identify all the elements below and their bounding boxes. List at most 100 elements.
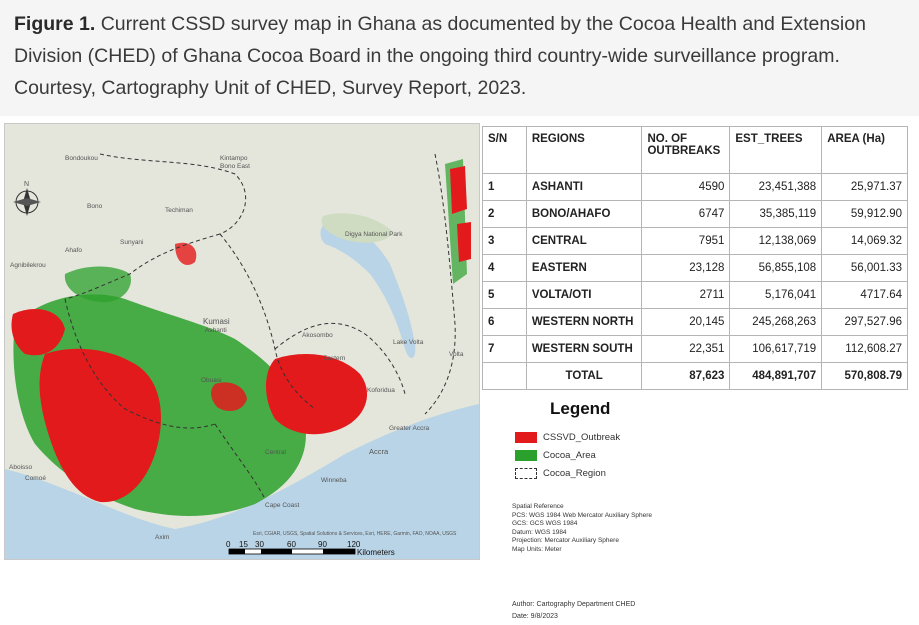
table-total-row: TOTAL 87,623 484,891,707 570,808.79 <box>482 362 908 390</box>
scale-unit: Kilometers <box>357 548 395 557</box>
cell-trees: 5,176,041 <box>729 281 823 309</box>
cell-outbreaks: 2711 <box>641 281 731 309</box>
outbreak-western-south <box>93 420 155 471</box>
place-label: Obuasi <box>201 377 222 384</box>
spatial-reference-line: Map Units: Meter <box>512 545 562 553</box>
place-label: Eastern <box>323 355 346 362</box>
outbreak-table: S/N REGIONS NO. OF OUTBREAKS EST_TREES A… <box>482 126 908 390</box>
place-label: Bono <box>87 203 103 210</box>
outbreak-swatch <box>515 432 537 443</box>
cell-area: 56,001.33 <box>821 254 908 282</box>
scale-tick: 120 <box>347 540 361 549</box>
legend-title: Legend <box>550 399 611 418</box>
cell-trees: 56,855,108 <box>729 254 823 282</box>
map-attribution: Esri, CGIAR, USGS, Spatial Solutions & S… <box>253 531 457 537</box>
cell-outbreaks: 7951 <box>641 227 731 255</box>
map-svg: N Bondoukou Kintampo Bono East Bono Tech… <box>5 124 479 559</box>
place-label: Volta <box>449 351 464 358</box>
scale-tick: 90 <box>318 540 327 549</box>
cell-sn: 7 <box>482 335 527 363</box>
ocean <box>5 404 479 559</box>
scale-tick: 60 <box>287 540 296 549</box>
cell-trees: 106,617,719 <box>729 335 823 363</box>
place-label: Ashanti <box>205 327 227 334</box>
cell-total-area: 570,808.79 <box>821 362 908 390</box>
spatial-reference-line: Datum: WGS 1984 <box>512 528 567 536</box>
cell-region: EASTERN <box>525 254 643 282</box>
cell-sn: 3 <box>482 227 527 255</box>
legend-label: CSSVD_Outbreak <box>543 432 621 444</box>
header-area: AREA (Ha) <box>821 126 908 174</box>
figure-label: Figure 1. <box>14 13 96 35</box>
cell-area: 14,069.32 <box>821 227 908 255</box>
author-line: Author: Cartography Department CHED <box>512 601 636 608</box>
outbreak-ashanti <box>175 242 197 265</box>
caption-band <box>0 0 919 116</box>
place-labels: Bondoukou Kintampo Bono East Bono Techim… <box>9 155 464 541</box>
place-label: Cape Coast <box>265 502 300 509</box>
cell-sn: 4 <box>482 254 527 282</box>
cssd-survey-map: N Bondoukou Kintampo Bono East Bono Tech… <box>4 123 480 560</box>
legend-label: Cocoa_Area <box>543 450 596 462</box>
cell-sn: 5 <box>482 281 527 309</box>
place-label: Axim <box>155 534 169 541</box>
cell-area: 297,527.96 <box>821 308 908 336</box>
outbreak-west-north <box>11 309 65 356</box>
cocoa-region-swatch <box>515 468 537 479</box>
spatial-reference-line: PCS: WGS 1984 Web Mercator Auxiliary Sph… <box>512 511 653 519</box>
author-block: Author: Cartography Department CHED Date… <box>512 599 635 623</box>
place-label: Koforidua <box>367 387 395 394</box>
place-label: Central <box>265 449 287 456</box>
place-label: Bono East <box>220 163 250 170</box>
place-label: Aboisso <box>9 464 33 471</box>
place-label: Kintampo <box>220 155 248 162</box>
legend-item-outbreak: CSSVD_Outbreak <box>515 432 620 446</box>
header-est-trees: EST_TREES <box>729 126 823 174</box>
map-legend: Legend CSSVD_Outbreak Cocoa_Area Cocoa_R… <box>512 395 912 625</box>
cocoa-area-bono <box>64 266 131 303</box>
place-label: Sunyani <box>120 239 144 246</box>
legend-label: Cocoa_Region <box>543 468 606 480</box>
cocoa-area-swatch <box>515 450 537 461</box>
cell-area: 59,912.90 <box>821 200 908 228</box>
table-row: 4 EASTERN 23,128 56,855,108 56,001.33 <box>482 254 908 282</box>
cell-sn: 1 <box>482 173 527 201</box>
spatial-reference-line: GCS: GCS WGS 1984 <box>512 520 578 527</box>
cell-total-trees: 484,891,707 <box>729 362 823 390</box>
cell-sn: 2 <box>482 200 527 228</box>
place-label: Winneba <box>321 477 347 484</box>
figure-caption: Figure 1. Current CSSD survey map in Gha… <box>14 8 906 104</box>
figure-caption-text: Current CSSD survey map in Ghana as docu… <box>14 13 866 99</box>
cell-empty <box>482 362 527 390</box>
outbreak-central <box>211 382 247 411</box>
cell-area: 4717.64 <box>821 281 908 309</box>
cell-outbreaks: 23,128 <box>641 254 731 282</box>
legend-item-cocoa-area: Cocoa_Area <box>515 450 596 464</box>
cell-outbreaks: 22,351 <box>641 335 731 363</box>
place-label: Agnibilekrou <box>10 262 46 269</box>
cell-trees: 245,268,263 <box>729 308 823 336</box>
cocoa-region-boundaries <box>64 153 456 500</box>
spatial-reference-line: Projection: Mercator Auxiliary Sphere <box>512 537 619 544</box>
table-row: 7 WESTERN SOUTH 22,351 106,617,719 112,608.2… <box>482 335 908 363</box>
spatial-reference-line: Spatial Reference <box>512 503 564 510</box>
cell-region: BONO/AHAFO <box>525 200 643 228</box>
spatial-reference: Spatial Reference PCS: WGS 1984 Web Merc… <box>512 503 652 554</box>
legend-item-cocoa-region: Cocoa_Region <box>515 468 606 482</box>
scale-bar: 0 15 30 60 90 120 Kilometers <box>226 540 395 557</box>
place-label: Akosombo <box>302 332 333 339</box>
north-label: N <box>24 181 29 188</box>
cell-region: CENTRAL <box>525 227 643 255</box>
cell-total-outbreaks: 87,623 <box>641 362 731 390</box>
table-row: 5 VOLTA/OTI 2711 5,176,041 4717.64 <box>482 281 908 309</box>
header-outbreaks: NO. OF OUTBREAKS <box>641 126 731 174</box>
outbreak-eastern <box>266 354 368 435</box>
place-label: Lake Volta <box>393 339 424 346</box>
place-label: Greater Accra <box>389 425 429 432</box>
cell-trees: 23,451,388 <box>729 173 823 201</box>
place-label: Digya National Park <box>345 231 403 238</box>
date-line: Date: 9/8/2023 <box>512 613 558 620</box>
cell-total-label: TOTAL <box>525 362 643 390</box>
scale-tick: 15 <box>239 540 248 549</box>
lake-volta <box>320 219 416 359</box>
